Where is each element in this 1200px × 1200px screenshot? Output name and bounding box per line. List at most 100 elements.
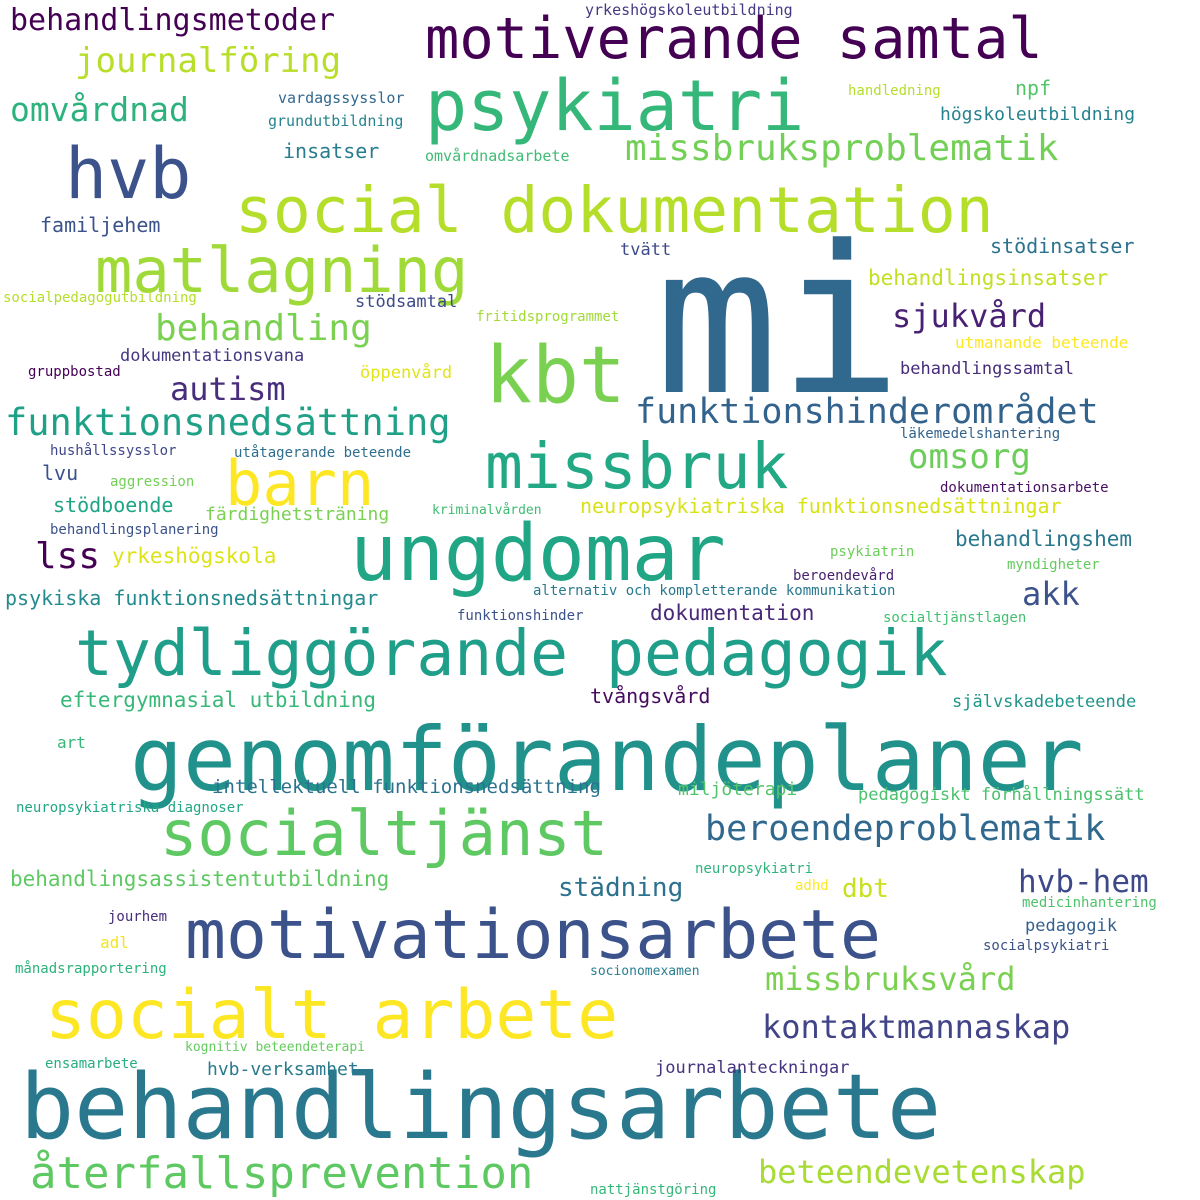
word-akk: akk: [1022, 575, 1080, 613]
word-yrkeshogskola: yrkeshögskola: [112, 544, 276, 568]
word-tydliggorande-pedagogik: tydliggörande pedagogik: [75, 617, 947, 690]
word-neuropsykiatriska-funktionsnedsattningar: neuropsykiatriska funktionsnedsättningar: [580, 494, 1062, 518]
word-behandling: behandling: [155, 308, 372, 349]
word-socialtjanstlagen: socialtjänstlagen: [883, 610, 1026, 626]
word-intellektuell-funktionsnedsattning: intellektuell funktionsnedsättning: [212, 776, 601, 798]
word-barn: barn: [225, 447, 374, 520]
word-journalanteckningar: journalanteckningar: [655, 1058, 849, 1078]
word-eftergymnasial-utbildning: eftergymnasial utbildning: [60, 688, 376, 712]
word-insatser: insatser: [283, 139, 379, 163]
word-vardagssysslor: vardagssysslor: [278, 89, 404, 107]
word-ensamarbete: ensamarbete: [45, 1056, 138, 1072]
word-familjehem: familjehem: [40, 213, 160, 237]
word-aggression: aggression: [110, 474, 194, 490]
word-nattjanstgoring: nattjänstgöring: [590, 1182, 716, 1198]
word-mi: mi: [655, 203, 902, 441]
word-yrkeshogskoleutbildning: yrkeshögskoleutbildning: [585, 1, 793, 19]
word-kontaktmannaskap: kontaktmannaskap: [762, 1008, 1070, 1046]
word-socialt-arbete: socialt arbete: [45, 976, 618, 1055]
word-hvb: hvb: [65, 133, 191, 215]
word-pedagogiskt-forhallningssatt: pedagogiskt förhållningssätt: [858, 784, 1145, 805]
word-neuropsykiatriska-diagnoser: neuropsykiatriska diagnoser: [16, 800, 244, 816]
word-psykiatrin: psykiatrin: [830, 544, 914, 560]
word-behandlingsinsatser: behandlingsinsatser: [868, 266, 1108, 290]
word-hvb-verksamhet: hvb-verksamhet: [207, 1059, 359, 1080]
word-lss: lss: [35, 536, 100, 577]
word-adl: adl: [100, 933, 129, 952]
word-stodboende: stödboende: [53, 493, 173, 517]
word-alternativ-och-kompletterande-kommunikation: alternativ och kompletterande kommunikat…: [533, 583, 895, 599]
word-psykiatri: psykiatri: [425, 65, 804, 147]
word-stadning: städning: [558, 873, 683, 903]
word-motivationsarbete: motivationsarbete: [185, 896, 881, 975]
word-autism: autism: [170, 370, 286, 408]
word-kbt: kbt: [485, 331, 626, 421]
word-art: art: [57, 733, 86, 752]
word-miljoterapi: miljöterapi: [678, 779, 797, 800]
word-jourhem: jourhem: [108, 909, 167, 925]
word-handledning: handledning: [848, 83, 941, 99]
word-socionomexamen: socionomexamen: [590, 964, 700, 979]
word-lakemedelshantering: läkemedelshantering: [900, 426, 1060, 442]
word-psykiska-funktionsnedsattningar: psykiska funktionsnedsättningar: [5, 586, 378, 610]
word-hushallssysslor: hushållssysslor: [50, 442, 176, 459]
word-hogskoleutbildning: högskoleutbildning: [940, 104, 1135, 125]
word-stodsamtal: stödsamtal: [355, 292, 457, 312]
word-ungdomar: ungdomar: [350, 509, 726, 599]
word-beroendeproblematik: beroendeproblematik: [705, 809, 1105, 849]
word-kriminalvarden: kriminalvården: [432, 503, 542, 518]
word-dokumentationsarbete: dokumentationsarbete: [940, 480, 1109, 496]
word-dbt: dbt: [842, 874, 889, 904]
word-utatagerande-beteende: utåtagerande beteende: [234, 444, 411, 461]
word-missbruksproblematik: missbruksproblematik: [625, 128, 1059, 169]
word-adhd: adhd: [795, 878, 829, 894]
word-behandlingsassistentutbildning: behandlingsassistentutbildning: [10, 867, 389, 891]
word-behandlingsmetoder: behandlingsmetoder: [10, 3, 335, 38]
word-behandlingsarbete: behandlingsarbete: [20, 1055, 941, 1160]
word-funktionshinderomradet: funktionshinderområdet: [635, 391, 1099, 432]
word-fardighetstraning: färdighetsträning: [205, 504, 389, 525]
word-socialpsykiatri: socialpsykiatri: [983, 938, 1109, 954]
word-fritidsprogrammet: fritidsprogrammet: [476, 309, 619, 325]
word-npf: npf: [1015, 76, 1051, 100]
word-pedagogik: pedagogik: [1025, 916, 1117, 936]
word-behandlingshem: behandlingshem: [955, 527, 1132, 551]
word-tvatt: tvätt: [620, 240, 671, 260]
word-motiverande-samtal: motiverande samtal: [425, 6, 1043, 72]
word-omvardnad: omvårdnad: [10, 90, 189, 129]
word-oppenvard: öppenvård: [360, 362, 452, 383]
word-genomforandeplaner: genomförandeplaner: [130, 708, 1084, 811]
word-dokumentationsvana: dokumentationsvana: [120, 346, 304, 366]
word-missbruksvard: missbruksvård: [765, 960, 1015, 998]
word-manadsrapportering: månadsrapportering: [15, 960, 167, 977]
word-socialtjanst: socialtjänst: [160, 797, 608, 870]
word-myndigheter: myndigheter: [1007, 557, 1100, 573]
word-gruppbostad: gruppbostad: [28, 364, 121, 380]
word-matlagning: matlagning: [95, 234, 468, 307]
word-medicinhantering: medicinhantering: [1022, 895, 1157, 911]
word-behandlingssamtal: behandlingssamtal: [900, 359, 1074, 379]
word-beteendevetenskap: beteendevetenskap: [758, 1153, 1086, 1191]
word-kognitiv-beteendeterapi: kognitiv beteendeterapi: [185, 1040, 365, 1055]
word-omvardnadsarbete: omvårdnadsarbete: [425, 147, 570, 165]
word-beroendevard: beroendevård: [793, 567, 894, 584]
word-sjalvskadebeteende: självskadebeteende: [952, 692, 1136, 712]
word-social-dokumentation: social dokumentation: [235, 174, 994, 247]
word-tvangsvard: tvångsvård: [590, 684, 710, 708]
word-stodinsatser: stödinsatser: [990, 234, 1135, 258]
word-hvb-hem: hvb-hem: [1018, 864, 1149, 900]
word-socialpedagogutbildning: socialpedagogutbildning: [3, 290, 197, 306]
word-omsorg: omsorg: [908, 437, 1031, 477]
word-journalforing: journalföring: [75, 41, 341, 81]
word-missbruk: missbruk: [485, 430, 788, 503]
word-funktionshinder: funktionshinder: [457, 608, 583, 624]
word-dokumentation: dokumentation: [650, 601, 814, 625]
word-neuropsykiatri: neuropsykiatri: [695, 861, 813, 877]
word-lvu: lvu: [42, 461, 78, 485]
word-sjukvard: sjukvård: [892, 297, 1046, 335]
word-utmanande-beteende: utmanande beteende: [955, 333, 1128, 352]
word-funktionsnedsattning: funktionsnedsättning: [5, 401, 451, 444]
word-behandlingsplanering: behandlingsplanering: [50, 522, 219, 538]
word-grundutbildning: grundutbildning: [268, 112, 403, 130]
